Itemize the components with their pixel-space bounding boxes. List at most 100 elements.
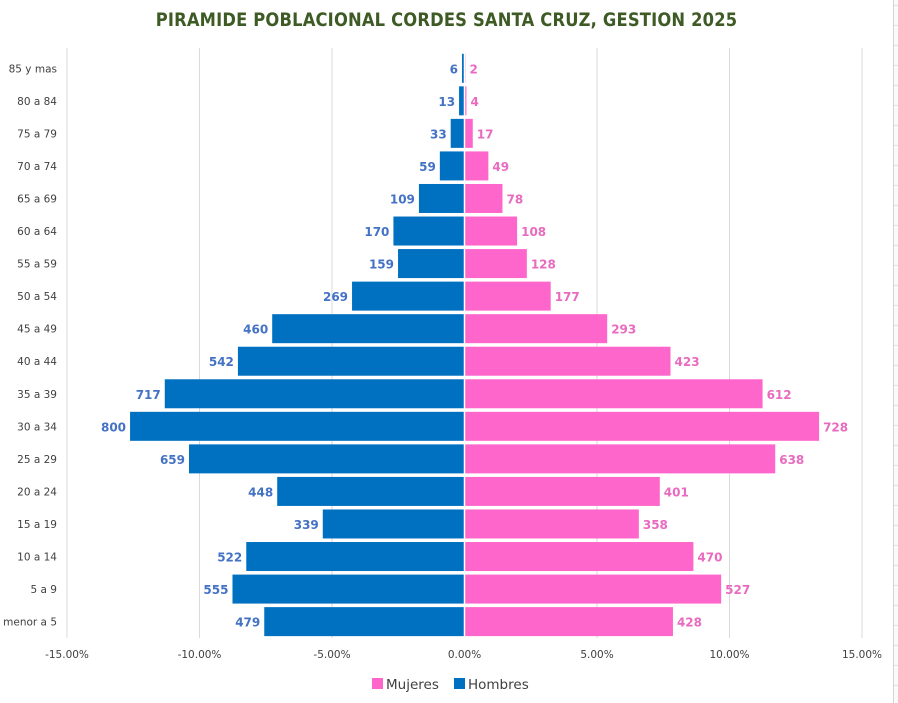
data-label-mujeres: 527	[725, 583, 750, 597]
sheet-row-line	[894, 685, 898, 686]
x-tick-label: -15.00%	[45, 649, 89, 661]
sheet-row-line	[894, 105, 898, 106]
sheet-row-line	[894, 545, 898, 546]
sheet-row-line	[894, 425, 898, 426]
data-label-hombres: 269	[323, 290, 348, 304]
data-label-hombres: 170	[364, 225, 389, 239]
data-label-mujeres: 428	[677, 616, 702, 630]
sheet-row-line	[894, 145, 898, 146]
bar-mujeres	[464, 542, 694, 572]
x-tick-label: -5.00%	[313, 649, 350, 661]
sheet-row-line	[894, 445, 898, 446]
x-axis-labels: -15.00% -10.00% -5.00% 0.00% 5.00% 10.00% 15.0…	[45, 649, 882, 661]
sheet-row-line	[894, 345, 898, 346]
data-label-hombres: 555	[203, 583, 228, 597]
sheet-row-line	[894, 505, 898, 506]
bar-mujeres	[464, 346, 671, 376]
sheet-row-line	[894, 85, 898, 86]
sheet-row-line	[894, 125, 898, 126]
bar-hombres	[164, 379, 465, 409]
sheet-row-line	[894, 225, 898, 226]
x-tick-label: 15.00%	[842, 649, 882, 661]
sheet-row-line	[894, 325, 898, 326]
y-tick-label: 50 a 54	[17, 291, 57, 303]
data-label-hombres: 717	[136, 388, 161, 402]
bar-hombres	[232, 574, 465, 604]
x-tick-label: -10.00%	[178, 649, 222, 661]
x-tick-label: 5.00%	[580, 649, 613, 661]
bar-mujeres	[464, 216, 518, 246]
data-label-mujeres: 612	[767, 388, 792, 402]
y-tick-label: 5 a 9	[31, 584, 57, 596]
sheet-row-line	[894, 665, 898, 666]
bar-hombres	[393, 216, 465, 246]
bars	[130, 53, 820, 637]
data-label-hombres: 339	[294, 518, 319, 532]
y-axis-labels: 85 y mas 80 a 84 75 a 79 70 a 74 65 a 69 60 a…	[3, 63, 57, 628]
x-tick-label: 0.00%	[448, 649, 481, 661]
data-label-hombres: 460	[243, 323, 268, 337]
bar-mujeres	[464, 151, 489, 181]
x-tick-label: 10.00%	[709, 649, 749, 661]
data-label-hombres: 159	[369, 258, 394, 272]
spreadsheet-grid-edge	[893, 0, 898, 703]
sheet-row-line	[894, 25, 898, 26]
data-label-hombres: 33	[430, 127, 447, 141]
data-label-hombres: 448	[248, 485, 273, 499]
data-label-mujeres: 128	[531, 258, 556, 272]
data-label-mujeres: 401	[664, 485, 689, 499]
sheet-row-line	[894, 265, 898, 266]
data-label-hombres: 542	[209, 355, 234, 369]
sheet-row-line	[894, 165, 898, 166]
y-tick-label: 40 a 44	[17, 356, 57, 368]
bar-mujeres	[464, 476, 660, 506]
data-label-hombres: 659	[160, 453, 185, 467]
data-label-mujeres: 358	[643, 518, 668, 532]
legend-swatch-mujeres	[372, 678, 383, 689]
y-tick-label: 80 a 84	[17, 96, 57, 108]
data-label-mujeres: 638	[779, 453, 804, 467]
data-label-mujeres: 78	[506, 192, 523, 206]
data-label-hombres: 800	[101, 420, 126, 434]
sheet-row-line	[894, 565, 898, 566]
sheet-row-line	[894, 365, 898, 366]
bar-hombres	[237, 346, 465, 376]
bar-hombres	[439, 151, 465, 181]
bar-hombres	[459, 86, 465, 116]
chart-title: PIRAMIDE POBLACIONAL CORDES SANTA CRUZ, …	[155, 9, 738, 31]
y-tick-label: 35 a 39	[17, 389, 57, 401]
bar-mujeres	[464, 607, 673, 637]
bar-mujeres	[464, 574, 722, 604]
y-tick-label: 65 a 69	[17, 193, 57, 205]
data-label-mujeres: 17	[477, 127, 494, 141]
sheet-row-line	[894, 585, 898, 586]
sheet-row-line	[894, 485, 898, 486]
bar-mujeres	[464, 118, 473, 148]
bar-mujeres	[464, 379, 763, 409]
sheet-row-line	[894, 405, 898, 406]
y-tick-label: 55 a 59	[17, 259, 57, 271]
sheet-row-line	[894, 285, 898, 286]
bar-hombres	[246, 542, 465, 572]
legend-swatch-hombres	[454, 678, 465, 689]
data-label-hombres: 13	[438, 95, 455, 109]
sheet-row-line	[894, 5, 898, 6]
data-label-mujeres: 423	[675, 355, 700, 369]
y-tick-label: 20 a 24	[17, 486, 57, 498]
y-tick-label: 85 y mas	[9, 63, 57, 75]
y-tick-label: 75 a 79	[17, 128, 57, 140]
sheet-row-line	[894, 45, 898, 46]
data-label-mujeres: 293	[611, 323, 636, 337]
bar-hombres	[418, 183, 465, 213]
bar-mujeres	[464, 249, 527, 279]
bar-hombres	[352, 281, 465, 311]
bar-hombres	[264, 607, 465, 637]
legend-label-hombres: Hombres	[468, 677, 529, 693]
data-label-hombres: 6	[450, 62, 458, 76]
sheet-row-line	[894, 205, 898, 206]
y-tick-label: 15 a 19	[17, 519, 57, 531]
sheet-row-line	[894, 385, 898, 386]
sheet-row-line	[894, 605, 898, 606]
bar-hombres	[461, 53, 465, 83]
